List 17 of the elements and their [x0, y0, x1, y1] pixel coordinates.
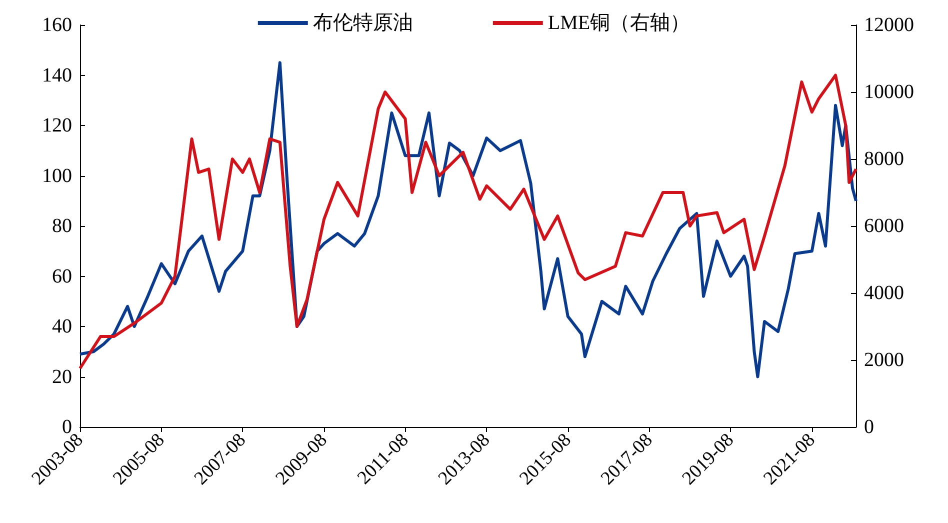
y-tick-label: 140	[42, 64, 72, 86]
legend-label: LME铜（右轴）	[548, 12, 690, 34]
y-tick-label: 60	[52, 265, 72, 288]
y2-tick-label: 10000	[864, 81, 914, 103]
y-tick-label: 160	[42, 14, 72, 36]
y-tick-label: 20	[52, 366, 72, 388]
y-tick-label: 120	[42, 114, 72, 136]
y-tick-label: 100	[42, 164, 72, 187]
y2-tick-label: 4000	[864, 282, 904, 304]
y-tick-label: 40	[52, 316, 72, 338]
y-tick-label: 80	[52, 215, 72, 237]
y2-tick-label: 12000	[864, 14, 914, 36]
y2-tick-label: 6000	[864, 215, 904, 237]
legend-label: 布伦特原油	[312, 12, 413, 34]
y2-tick-label: 2000	[864, 349, 904, 371]
y2-tick-label: 8000	[864, 148, 904, 170]
y2-tick-label: 0	[864, 416, 874, 438]
